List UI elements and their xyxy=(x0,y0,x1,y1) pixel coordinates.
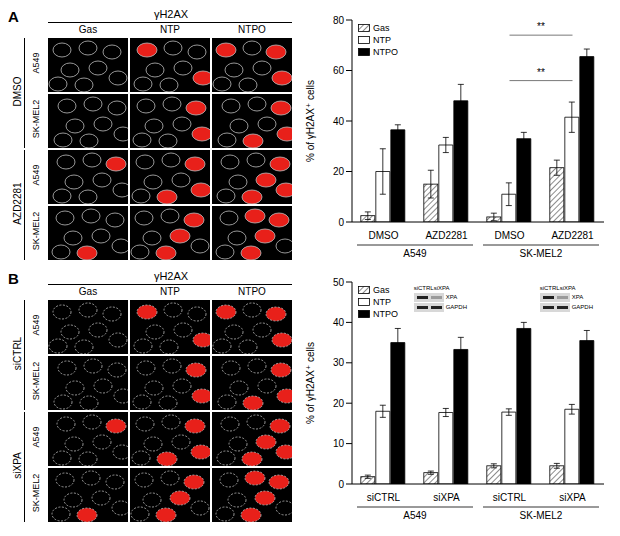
svg-text:DMSO: DMSO xyxy=(495,230,525,241)
svg-text:40: 40 xyxy=(333,317,345,328)
html-text:siCTRL: siCTRL xyxy=(11,336,23,371)
svg-text:DMSO: DMSO xyxy=(369,230,399,241)
html-text:siCTRL siXPA: siCTRL siXPA xyxy=(539,285,576,291)
html-text:AZD2281: AZD2281 xyxy=(11,182,23,225)
svg-text:20: 20 xyxy=(333,398,345,409)
svg-text:0: 0 xyxy=(338,217,344,228)
html-text:SK-MEL2: SK-MEL2 xyxy=(31,211,41,251)
html-text:NTPO: NTPO xyxy=(373,47,398,57)
svg-text:10: 10 xyxy=(333,438,345,449)
html-text:NTP: NTP xyxy=(160,24,180,35)
html-text:SK-MEL2: SK-MEL2 xyxy=(31,473,41,513)
svg-text:50: 50 xyxy=(333,277,345,288)
html-text:XPA: XPA xyxy=(571,294,584,300)
html-text:Gas: Gas xyxy=(78,286,98,297)
svg-text:40: 40 xyxy=(333,116,345,127)
html-text:γH2AX: γH2AX xyxy=(153,8,189,20)
svg-text:siCTRL: siCTRL xyxy=(367,492,401,503)
svg-text:% of γH2AX⁺ cells: % of γH2AX⁺ cells xyxy=(305,342,316,424)
svg-text:siXPA: siXPA xyxy=(559,492,586,503)
svg-text:80: 80 xyxy=(333,15,345,26)
html-text:NTPO: NTPO xyxy=(373,309,398,319)
svg-text:siXPA: siXPA xyxy=(433,492,460,503)
html-text:siXPA: siXPA xyxy=(11,452,23,479)
html-text:GAPDH: GAPDH xyxy=(571,304,593,310)
svg-text:AZD2281: AZD2281 xyxy=(425,230,468,241)
html-text:Gas: Gas xyxy=(78,24,98,35)
svg-text:60: 60 xyxy=(333,65,345,76)
html-text:NTP: NTP xyxy=(373,297,391,307)
svg-text:A549: A549 xyxy=(403,248,427,259)
svg-text:**: ** xyxy=(537,21,545,32)
html-text:A549: A549 xyxy=(31,426,41,448)
html-text:NTPO: NTPO xyxy=(238,286,266,297)
svg-text:% of γH2AX⁺ cells: % of γH2AX⁺ cells xyxy=(305,80,316,162)
html-text:DMSO: DMSO xyxy=(11,76,23,107)
html-text:XPA: XPA xyxy=(445,294,458,300)
svg-text:SK-MEL2: SK-MEL2 xyxy=(520,510,563,521)
svg-text:0: 0 xyxy=(338,479,344,490)
html-text:A549: A549 xyxy=(31,164,41,186)
svg-text:siCTRL: siCTRL xyxy=(493,492,527,503)
html-text:Gas: Gas xyxy=(373,23,390,33)
svg-text:SK-MEL2: SK-MEL2 xyxy=(520,248,563,259)
html-text:NTP: NTP xyxy=(160,286,180,297)
html-text:GAPDH: GAPDH xyxy=(445,304,467,310)
html-text:Gas: Gas xyxy=(373,285,390,295)
html-text:A549: A549 xyxy=(31,52,41,74)
html-text:γH2AX: γH2AX xyxy=(153,270,189,282)
html-text:NTPO: NTPO xyxy=(238,24,266,35)
html-text:siCTRL siXPA: siCTRL siXPA xyxy=(413,285,450,291)
html-text:A549: A549 xyxy=(31,314,41,336)
html-text:SK-MEL2: SK-MEL2 xyxy=(31,361,41,401)
svg-text:20: 20 xyxy=(333,166,345,177)
html-text:NTP: NTP xyxy=(373,35,391,45)
svg-text:AZD2281: AZD2281 xyxy=(551,230,594,241)
html-text:B: B xyxy=(8,270,19,287)
svg-text:30: 30 xyxy=(333,357,345,368)
svg-text:**: ** xyxy=(537,67,545,78)
html-text:A: A xyxy=(8,8,19,25)
html-text:SK-MEL2: SK-MEL2 xyxy=(31,99,41,139)
svg-text:A549: A549 xyxy=(403,510,427,521)
